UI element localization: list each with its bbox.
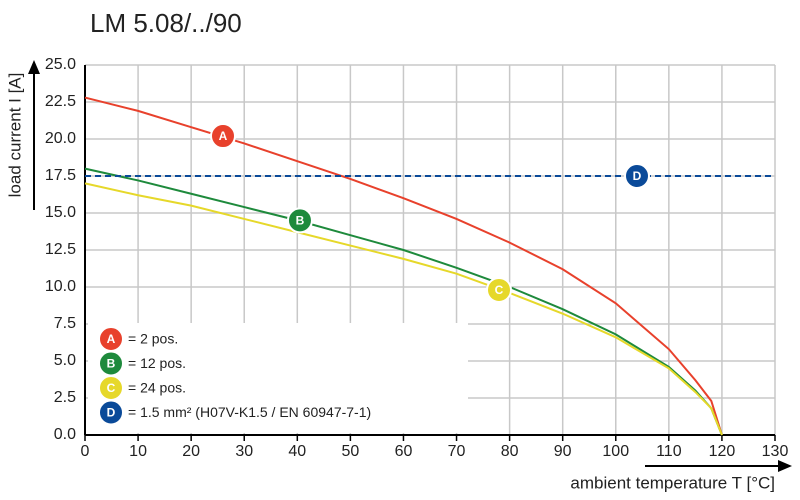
x-tick-label: 40 [288,443,306,460]
x-tick-label: 90 [554,443,572,460]
y-tick-label: 17.5 [45,167,76,184]
legend-background [88,323,468,433]
x-tick-label: 50 [341,443,359,460]
y-tick-label: 7.5 [54,315,76,332]
y-tick-label: 25.0 [45,56,76,73]
y-tick-label: 10.0 [45,278,76,295]
series-line [84,167,723,436]
x-tick-label: 120 [709,443,736,460]
x-tick-label: 80 [501,443,519,460]
badge [624,163,650,189]
x-tick-label: 110 [656,443,682,460]
badge-label: D [107,406,116,420]
y-tick-label: 22.5 [45,93,76,110]
y-tick-label: 2.5 [54,389,76,406]
y-tick-label: 5.0 [54,352,76,369]
badge-label: B [107,357,116,371]
x-tick-label: 10 [129,443,147,460]
badge [286,207,313,234]
chart-title: LM 5.08/../90 [90,8,242,38]
badge-label: A [107,332,116,346]
x-tick-label: 30 [235,443,253,460]
badge-label: C [107,381,116,395]
x-arrow-head [778,460,792,472]
x-tick-label: 100 [602,443,629,460]
legend-label: = 24 pos. [128,380,186,396]
badge-label: C [495,283,504,297]
y-tick-label: 15.0 [45,204,76,221]
x-tick-label: 130 [762,443,789,460]
badge [486,276,512,303]
series-line [84,96,723,436]
y-tick-label: 0.0 [54,426,76,443]
x-tick-label: 70 [448,443,466,460]
x-tick-label: 0 [81,443,90,460]
x-tick-label: 20 [182,443,200,460]
legend-label: = 2 pos. [128,331,178,347]
y-arrow-head [28,60,40,74]
y-tick-label: 20.0 [45,130,76,147]
y-tick-label: 12.5 [45,241,76,258]
badge-label: B [296,214,305,228]
legend-label: = 12 pos. [128,355,186,371]
legend: A = 2 pos. B = 12 pos. C = 24 pos. D = 1.5 mm² … [98,326,371,426]
x-axis-label: ambient temperature T [°C] [570,473,775,492]
legend-box [88,323,468,433]
y-axis-label: load current I [A] [5,73,24,198]
badge [98,399,124,426]
badge-label: D [633,169,642,183]
legend-label: = 1.5 mm² (H07V-K1.5 / EN 60947-7-1) [128,404,371,420]
series-line [84,182,723,436]
badge [210,123,236,150]
badge-label: A [219,129,228,143]
x-tick-label: 60 [395,443,413,460]
